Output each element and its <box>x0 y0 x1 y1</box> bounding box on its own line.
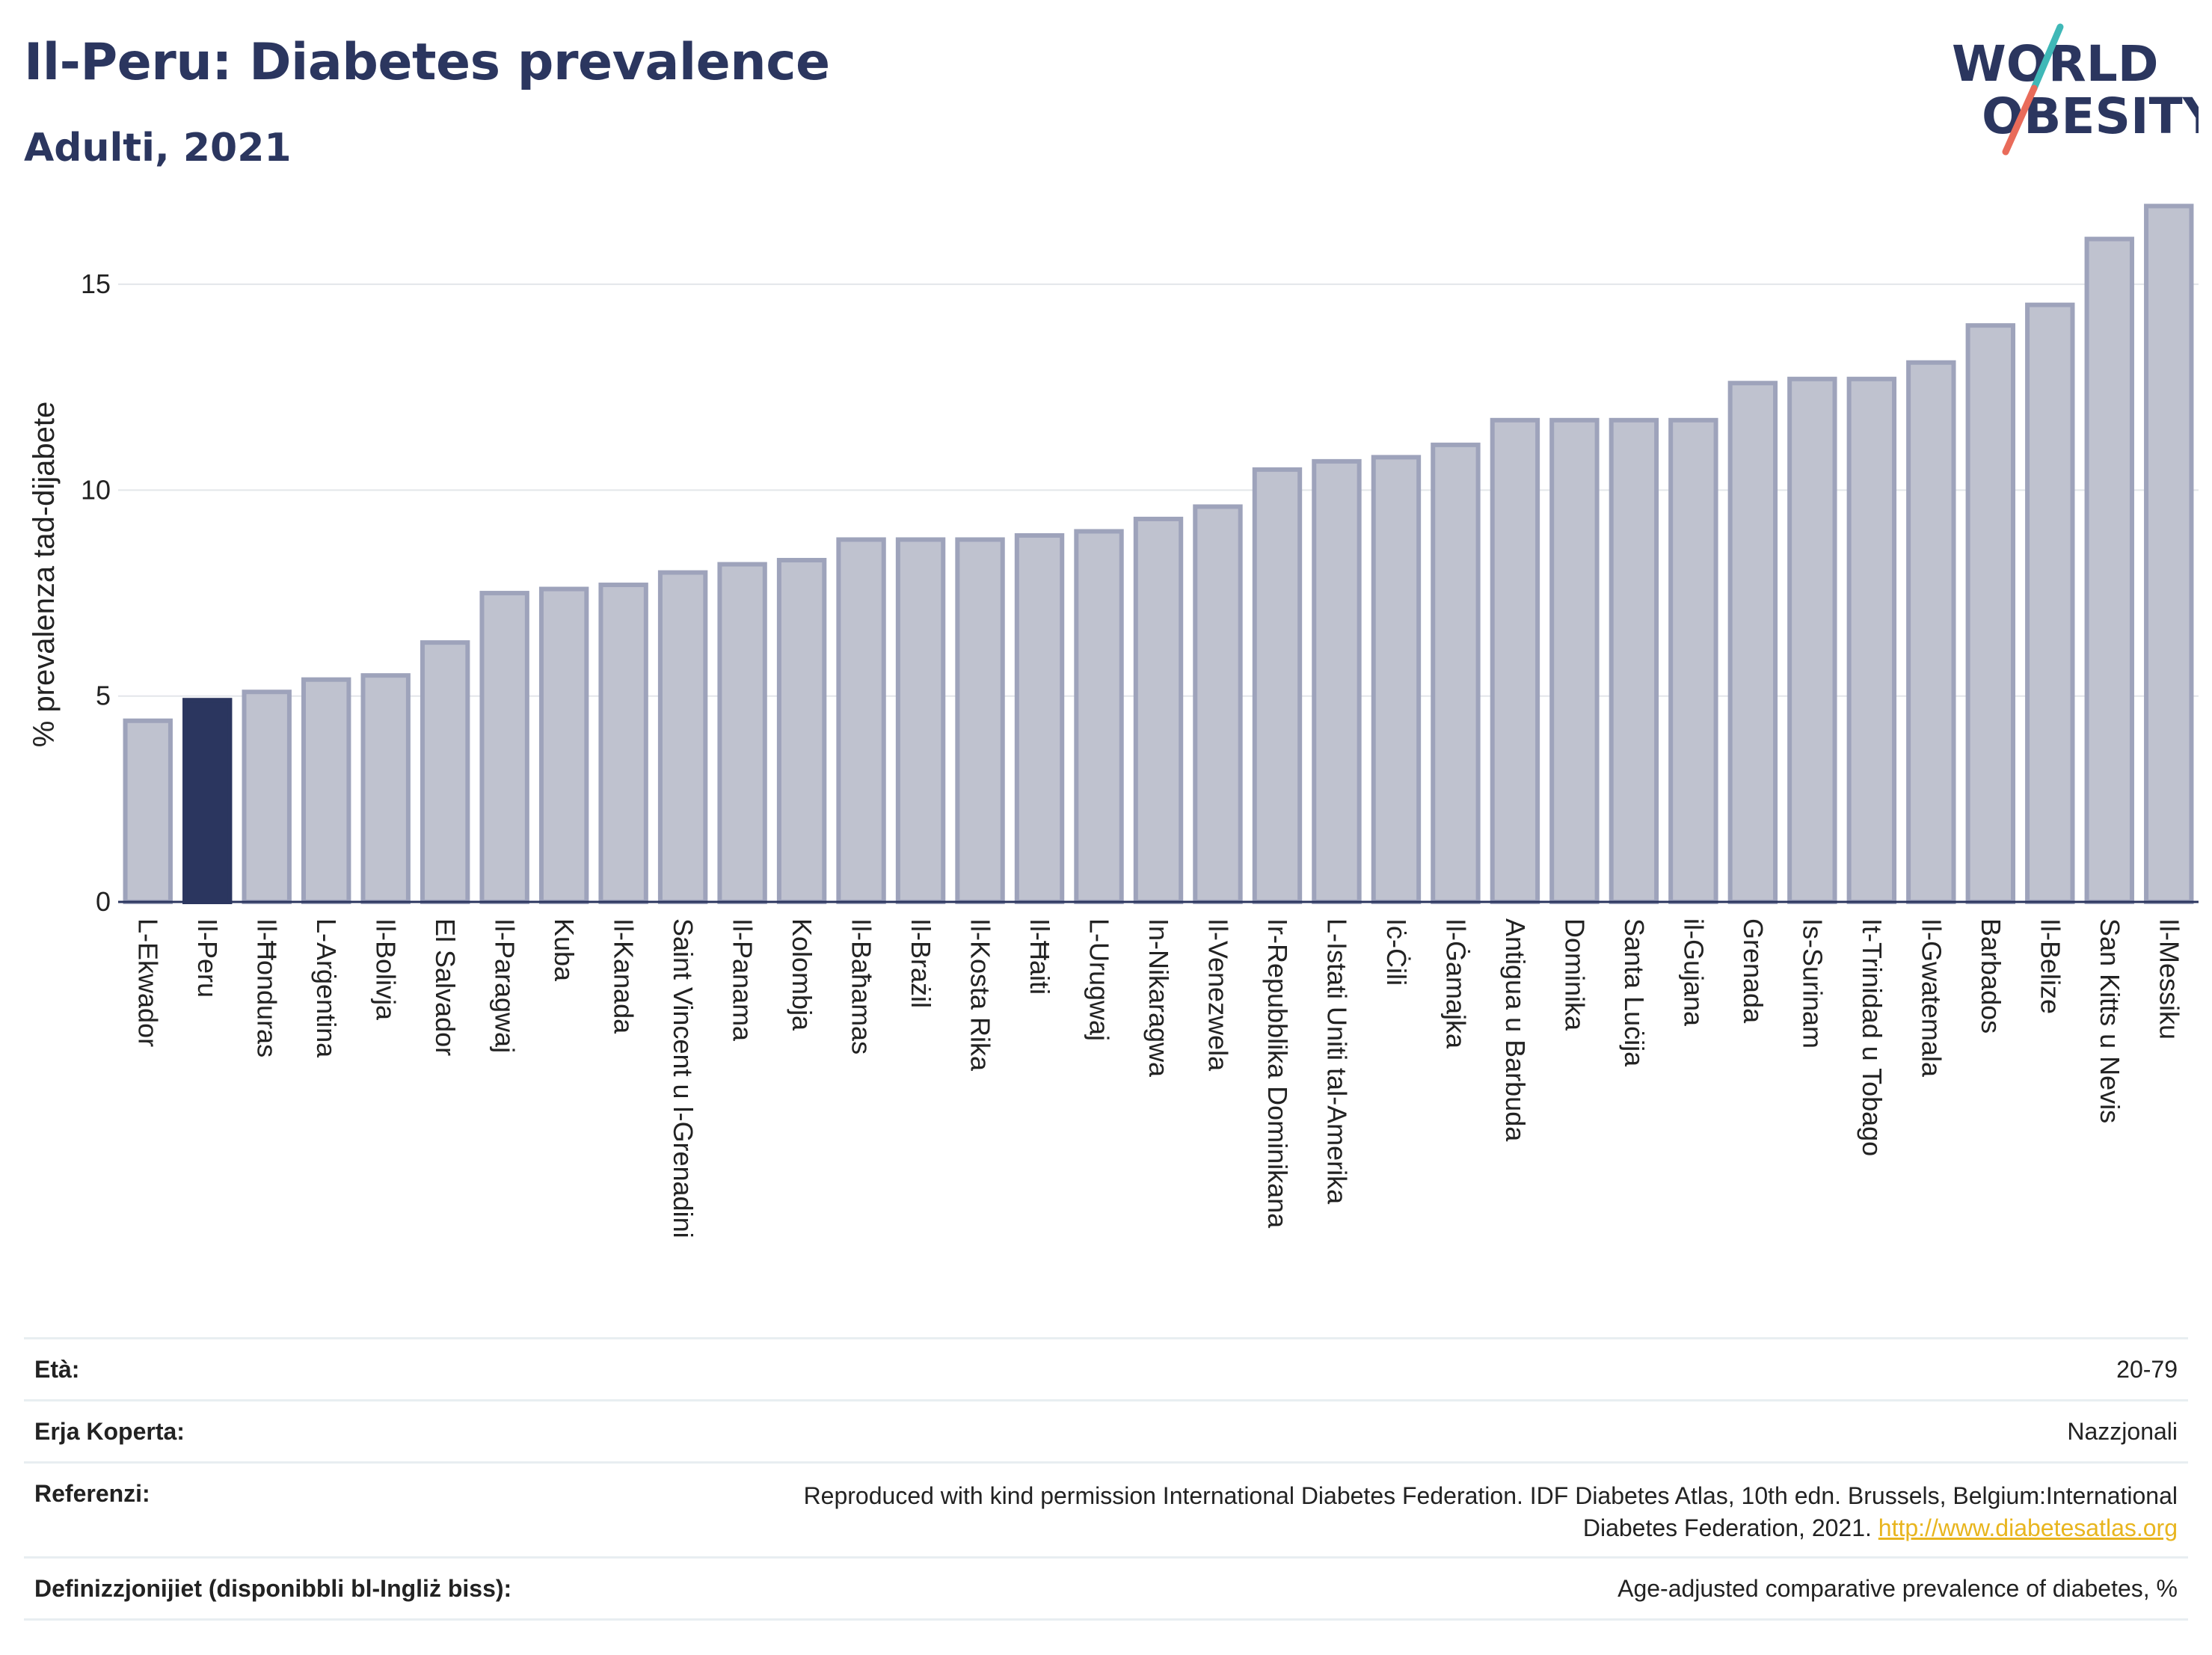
bar <box>1014 532 1065 904</box>
meta-row-coverage: Erja Koperta: Nazzjonali <box>24 1399 2188 1461</box>
y-tick-label: 0 <box>96 886 111 917</box>
metadata-table: Età: 20-79 Erja Koperta: Nazzjonali Refe… <box>24 1337 2188 1621</box>
bar-chart: 0 5 10 15 % prevalenza tad-dijabete L-Ekwador… <box>28 203 2199 1238</box>
logo-slash-coral <box>2002 85 2038 156</box>
meta-age-label: Età: <box>34 1356 80 1383</box>
x-tick-label: L-Arġentina <box>311 918 342 1058</box>
meta-references-value: Reproduced with kind permission Internat… <box>804 1480 2178 1544</box>
bar <box>538 586 589 904</box>
world-obesity-logo: WORLD OBESITY <box>1952 23 2199 156</box>
meta-coverage-label: Erja Koperta: <box>34 1418 185 1445</box>
x-tick-label: Il-Kanada <box>609 918 639 1034</box>
bar <box>301 677 351 905</box>
bar <box>1193 504 1243 904</box>
bar <box>1490 417 1540 904</box>
bar <box>1133 516 1184 904</box>
bar <box>1371 455 1422 904</box>
bar <box>1549 417 1600 904</box>
bar <box>1609 417 1659 904</box>
x-tick-label: El Salvador <box>430 918 461 1056</box>
x-tick-label: Dominika <box>1559 918 1590 1031</box>
meta-references-line2-wrap: Diabetes Federation, 2021. http://www.di… <box>804 1512 2178 1544</box>
x-tick-label: Il-Ġamajka <box>1440 918 1471 1049</box>
x-tick-label: Ir-Repubblika Dominikana <box>1262 918 1293 1229</box>
bar <box>1906 360 1956 904</box>
bar <box>242 690 292 904</box>
bar <box>2144 203 2194 905</box>
bar <box>657 570 708 904</box>
bar <box>776 558 827 904</box>
y-tick-label: 10 <box>81 474 111 505</box>
bar <box>1312 458 1362 904</box>
chart-subtitle: Adulti, 2021 <box>24 126 292 171</box>
x-tick-label: In-Nikaragwa <box>1143 918 1174 1078</box>
x-tick-label: Il-Ħaiti <box>1024 918 1055 995</box>
bar <box>836 537 886 904</box>
y-tick-label: 5 <box>96 681 111 711</box>
meta-definitions-value: Age-adjusted comparative prevalence of d… <box>1617 1575 2178 1602</box>
bar <box>598 583 648 904</box>
bar <box>1668 417 1718 904</box>
x-tick-label: Antigua u Barbuda <box>1500 918 1531 1142</box>
chart-title: Il-Peru: Diabetes prevalence <box>24 33 830 92</box>
bar <box>1074 529 1124 904</box>
x-tick-label: Il-Venezwela <box>1202 918 1233 1072</box>
bar <box>1846 376 1897 904</box>
x-tick-label: Il-Messiku <box>2154 918 2184 1040</box>
bar <box>479 591 529 904</box>
x-tick-label: Il-Brażil <box>906 918 936 1008</box>
x-tick-label: Il-Gwatemala <box>1916 918 1947 1078</box>
meta-age-value: 20-79 <box>2116 1356 2178 1383</box>
x-tick-label: Grenada <box>1738 918 1769 1024</box>
bar <box>1787 376 1837 904</box>
meta-row-age: Età: 20-79 <box>24 1337 2188 1399</box>
meta-row-definitions: Definizzjonijiet (disponibbli bl-Ingliż … <box>24 1556 2188 1621</box>
y-axis-label: % prevalenza tad-dijabete <box>28 402 61 748</box>
bar <box>895 537 946 904</box>
meta-definitions-label: Definizzjonijiet (disponibbli bl-Ingliż … <box>34 1575 512 1602</box>
bar <box>1252 467 1303 904</box>
bar <box>2025 302 2075 905</box>
x-tick-label: Kuba <box>549 918 580 982</box>
x-tick-label: Santa Luċija <box>1619 918 1650 1067</box>
x-tick-label: Il-Peru <box>192 918 223 998</box>
y-tick-label: 15 <box>81 268 111 299</box>
x-tick-label: L-Ekwador <box>133 918 164 1047</box>
x-tick-label: Il-Paragwaj <box>490 918 520 1053</box>
bar <box>182 698 233 905</box>
x-tick-label: L-Urugwaj <box>1084 918 1115 1041</box>
x-tick-label: Il-Panama <box>728 918 758 1042</box>
meta-row-references: Referenzi: Reproduced with kind permissi… <box>24 1461 2188 1556</box>
x-tick-label: L-Istati Uniti tal-Amerika <box>1321 918 1352 1205</box>
x-tick-label: Kolombja <box>787 918 817 1031</box>
bar <box>955 537 1005 904</box>
x-tick-label: Is-Surinam <box>1797 918 1828 1048</box>
meta-coverage-value: Nazzjonali <box>2067 1418 2178 1445</box>
meta-references-line1: Reproduced with kind permission Internat… <box>803 1482 2178 1509</box>
x-tick-label: San Kitts u Nevis <box>2095 918 2125 1123</box>
logo-slash-teal <box>2030 23 2064 92</box>
meta-references-line2: Diabetes Federation, 2021. <box>1582 1514 1878 1541</box>
bar <box>360 673 411 904</box>
x-tick-label: Il-Ħonduras <box>252 918 283 1057</box>
bar <box>420 640 470 904</box>
x-tick-label: Barbados <box>1976 918 2006 1034</box>
x-tick-label: Il-Belize <box>2035 918 2065 1014</box>
diabetesatlas-link[interactable]: http://www.diabetesatlas.org <box>1878 1514 2178 1541</box>
bar <box>2084 236 2134 905</box>
x-tick-label: il-Gujana <box>1678 918 1709 1027</box>
bar <box>123 718 173 904</box>
x-tick-label: It-Trinidad u Tobago <box>1857 918 1887 1156</box>
x-tick-label: Il-Baħamas <box>847 918 877 1054</box>
bar <box>1727 381 1778 904</box>
x-tick-label: Il-Kosta Rika <box>965 918 996 1072</box>
x-tick-label: Il-Bolivja <box>371 918 402 1021</box>
bar <box>717 562 767 904</box>
bar <box>1431 442 1481 904</box>
x-tick-label: Iċ-Ċili <box>1381 918 1412 986</box>
meta-references-label: Referenzi: <box>34 1480 150 1507</box>
x-tick-label: Saint Vincent u l-Grenadini <box>668 918 698 1238</box>
bar <box>1965 323 2016 905</box>
